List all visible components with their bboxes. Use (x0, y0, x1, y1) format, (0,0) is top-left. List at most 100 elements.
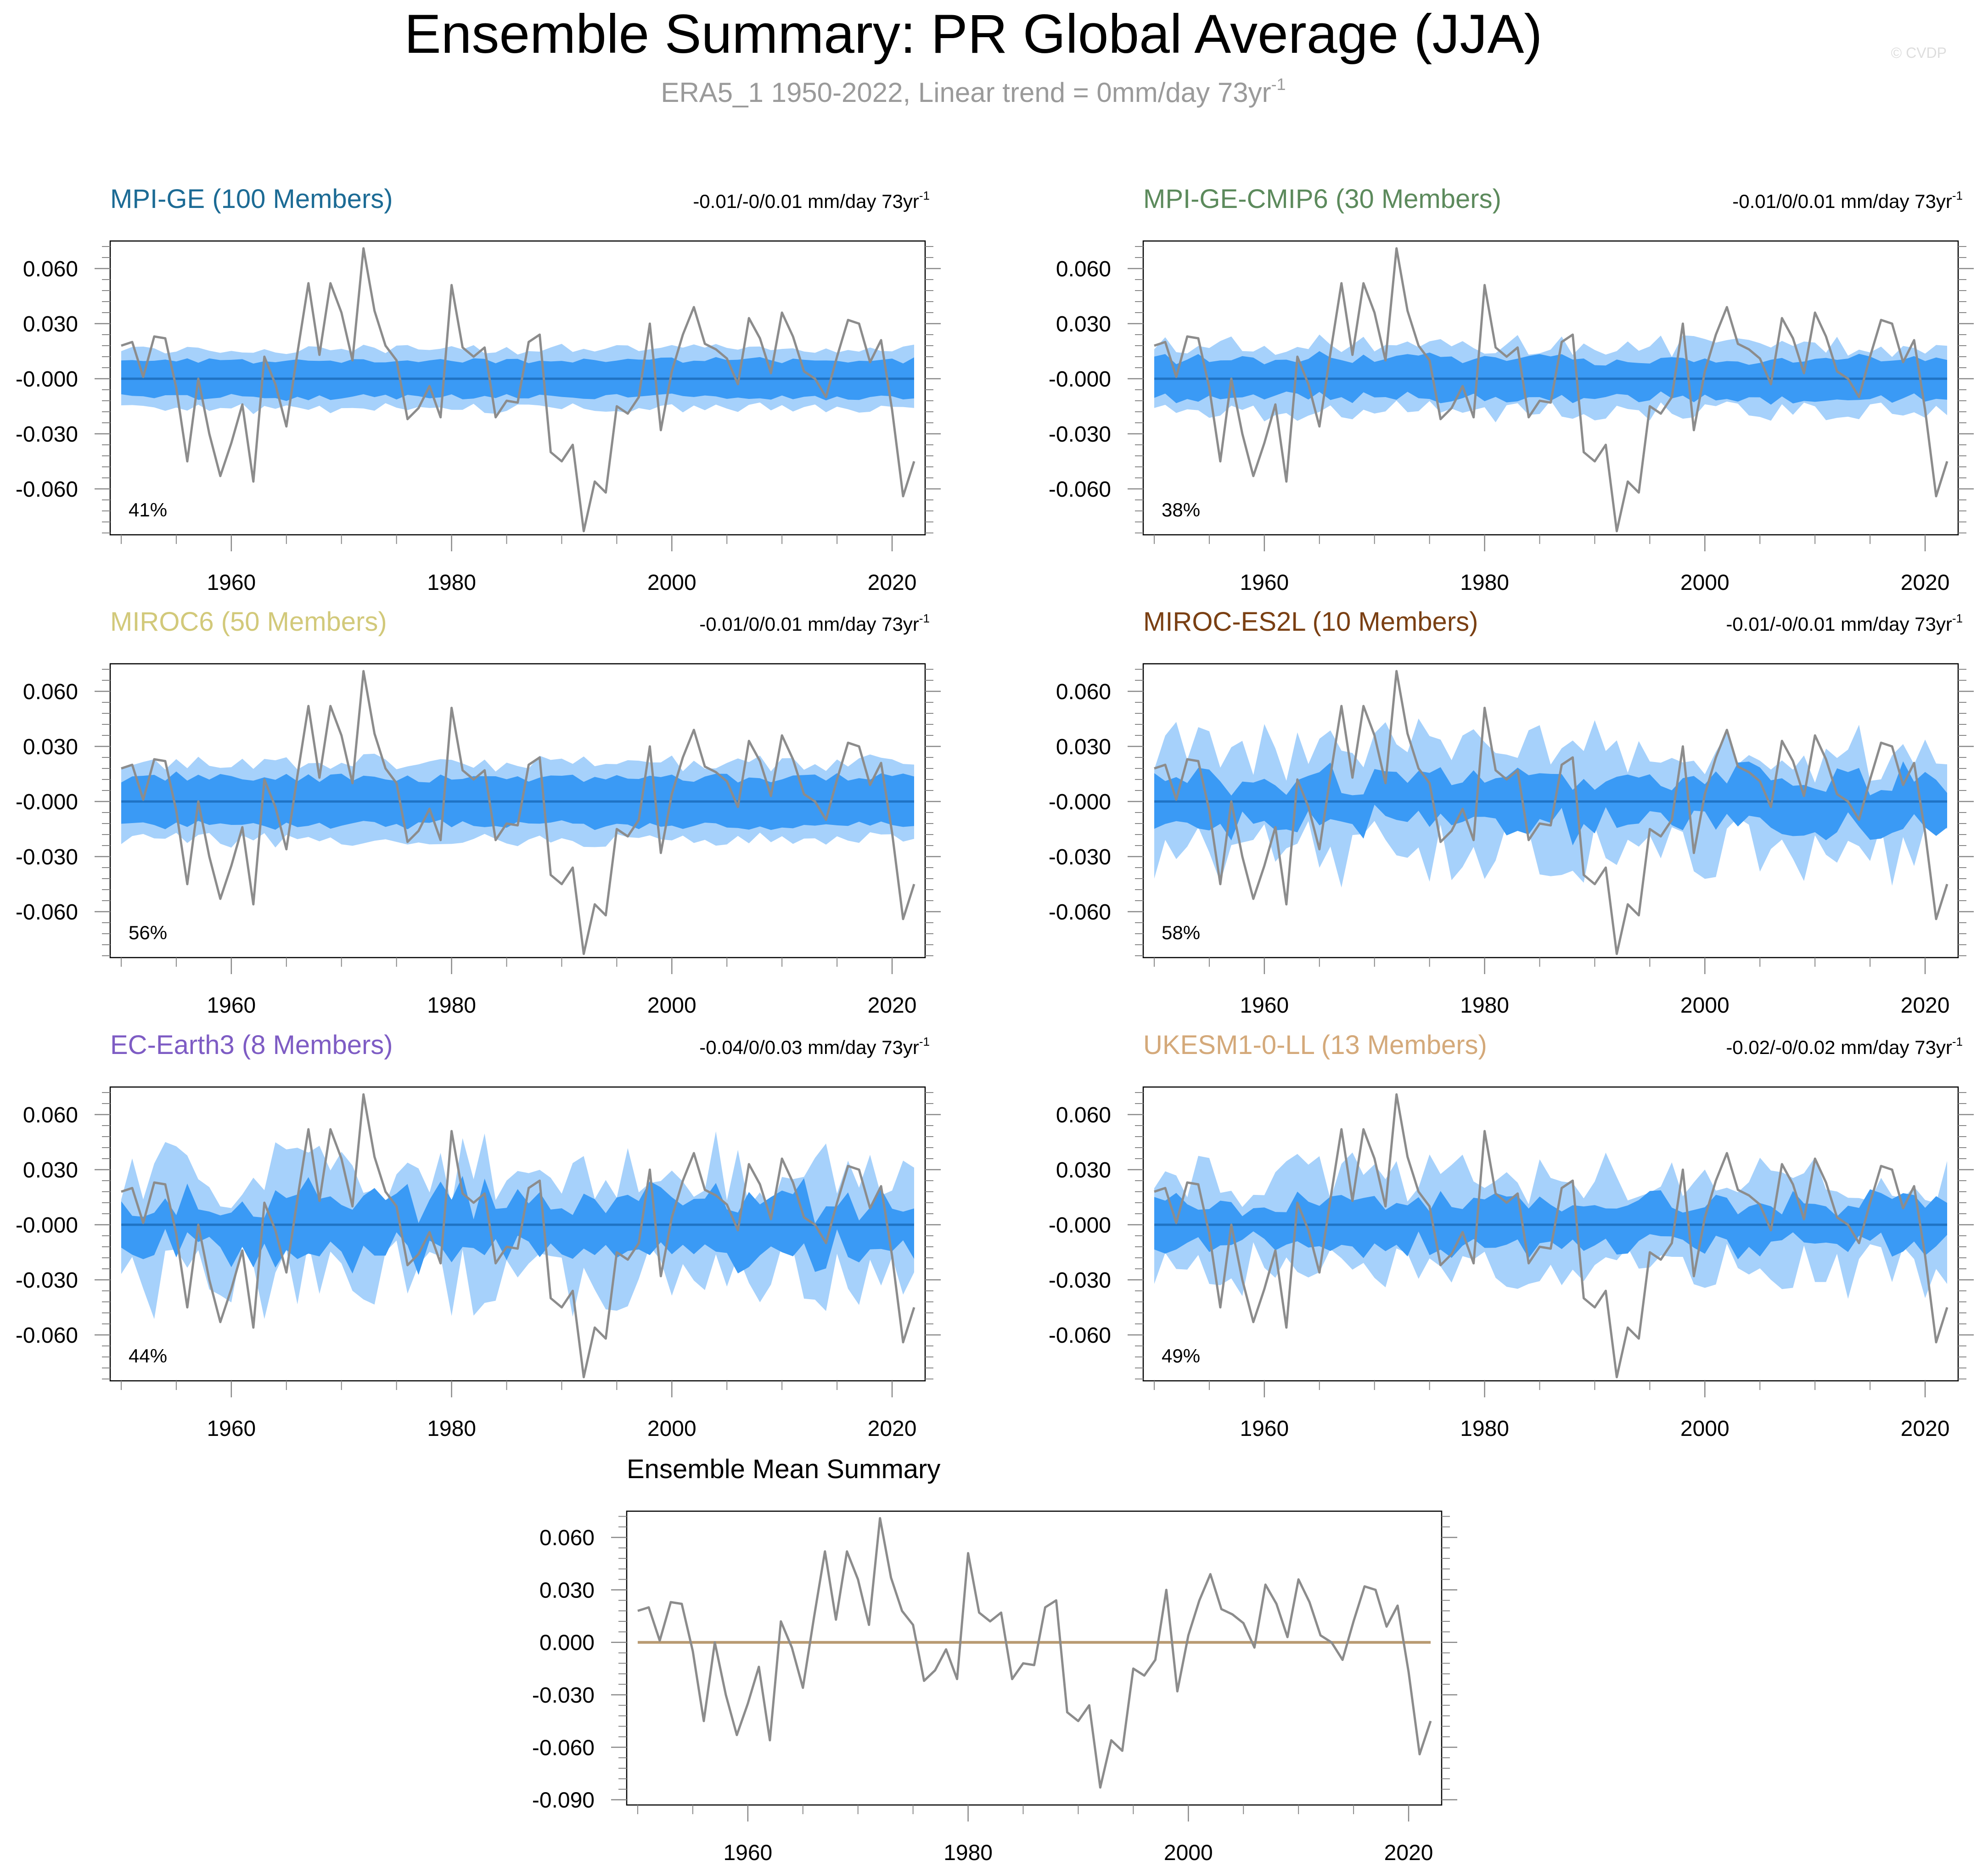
x-tick-label: 1960 (207, 993, 256, 1018)
x-axis-ticks (1153, 958, 1926, 974)
x-tick-label: 2000 (1164, 1841, 1213, 1865)
y-axis-ticks (1128, 669, 1974, 956)
y-tick-label: -0.030 (1049, 422, 1111, 447)
y-tick-label: 0.060 (1056, 1103, 1111, 1127)
observation-line (121, 1093, 915, 1379)
panel-trend-sup: -1 (919, 1035, 930, 1048)
panel-trend-label: -0.01/-0/0.01 mm/day 73yr-1 (1726, 611, 1963, 635)
y-tick-label: -0.030 (1049, 845, 1111, 869)
x-axis-ticks (120, 535, 893, 551)
y-tick-label: -0.060 (1049, 1323, 1111, 1348)
x-tick-label: 2000 (1680, 993, 1730, 1018)
panel-trend-sup: -1 (1952, 1035, 1963, 1048)
x-tick-label: 2020 (1384, 1841, 1433, 1865)
y-tick-label: -0.000 (1049, 1213, 1111, 1238)
panel-trend-text: -0.02/-0/0.02 mm/day 73yr (1726, 1037, 1952, 1058)
panel-trend-label: -0.01/0/0.01 mm/day 73yr-1 (1732, 189, 1963, 212)
figure-title: Ensemble Summary: PR Global Average (JJA… (404, 3, 1543, 65)
panel-trend-text: -0.01/0/0.01 mm/day 73yr (699, 613, 919, 635)
x-tick-label: 1960 (207, 571, 256, 595)
y-axis-ticks (95, 669, 941, 956)
plot-frame (1142, 240, 1959, 536)
y-tick-label: 0.030 (539, 1578, 595, 1603)
x-tick-label: 2020 (868, 993, 917, 1018)
panel-trend-label: -0.02/-0/0.02 mm/day 73yr-1 (1726, 1035, 1963, 1058)
panel-trend-label: -0.01/-0/0.01 mm/day 73yr-1 (693, 189, 930, 212)
panel-trend-text: -0.01/-0/0.01 mm/day 73yr (1726, 613, 1952, 635)
x-axis-ticks (120, 958, 893, 974)
y-axis-ticks (95, 246, 941, 533)
x-tick-label: 2020 (868, 1417, 917, 1441)
x-tick-label: 1960 (723, 1841, 772, 1865)
y-axis-ticks (611, 1516, 1457, 1800)
y-tick-label: 0.030 (1056, 1158, 1111, 1183)
y-axis-ticks (1128, 246, 1974, 533)
panel-title: MIROC6 (50 Members) (110, 607, 387, 637)
x-tick-label: 2000 (1680, 571, 1730, 595)
panel-percent-label: 56% (129, 922, 167, 943)
plot-frame (109, 663, 926, 958)
x-tick-label: 2000 (647, 1417, 696, 1441)
x-tick-label: 2000 (647, 993, 696, 1018)
x-tick-label: 1960 (1240, 571, 1289, 595)
figure-subtitle: ERA5_1 1950-2022, Linear trend = 0mm/day… (661, 75, 1286, 108)
panel-title: MPI-GE-CMIP6 (30 Members) (1143, 184, 1501, 214)
y-tick-label: -0.000 (16, 1213, 78, 1238)
y-tick-label: -0.060 (1049, 477, 1111, 502)
observation-line (121, 247, 915, 532)
x-tick-label: 1980 (427, 993, 476, 1018)
x-tick-label: 1980 (943, 1841, 993, 1865)
panel-mpi-ge-cmip6: 0.060 0.030 -0.000 -0.030 -0.060 1960 1980 2000… (1049, 184, 1974, 595)
y-tick-label: -0.060 (1049, 900, 1111, 925)
x-axis-ticks (637, 1805, 1410, 1822)
panel-miroc-es2l: 0.060 0.030 -0.000 -0.030 -0.060 1960 1980 2000… (1049, 607, 1974, 1018)
x-tick-label: 1980 (1460, 1417, 1509, 1441)
y-tick-label: -0.060 (16, 900, 78, 925)
ensemble-inner-band (1154, 761, 1948, 846)
x-tick-label: 2020 (1901, 571, 1950, 595)
panel-trend-sup: -1 (919, 189, 930, 202)
y-tick-label: -0.030 (16, 422, 78, 447)
panel-miroc6: 0.060 0.030 -0.000 -0.030 -0.060 1960 1980 2000… (16, 607, 941, 1018)
plot-area (121, 1093, 915, 1379)
plot-frame (1142, 663, 1959, 958)
panel-percent-label: 41% (129, 499, 167, 521)
panel-ec-earth3: 0.060 0.030 -0.000 -0.030 -0.060 1960 1980 2000… (16, 1030, 941, 1441)
panel-percent-label: 44% (129, 1345, 167, 1367)
panel-trend-sup: -1 (1952, 189, 1963, 202)
x-axis-ticks (1153, 1381, 1926, 1397)
y-tick-label: 0.000 (539, 1631, 595, 1655)
plot-area (637, 1517, 1432, 1789)
plot-frame (109, 240, 926, 536)
plot-area (1154, 670, 1949, 955)
y-tick-label: 0.030 (1056, 312, 1111, 336)
y-tick-label: 0.030 (23, 735, 78, 759)
y-tick-label: -0.060 (16, 477, 78, 502)
x-tick-label: 1960 (207, 1417, 256, 1441)
observation-line (1154, 670, 1949, 955)
x-tick-label: 2020 (868, 571, 917, 595)
panel-title: MPI-GE (100 Members) (110, 184, 393, 214)
y-tick-label: 0.060 (23, 1103, 78, 1127)
panel-percent-label: 38% (1162, 499, 1200, 521)
y-axis-ticks (1128, 1092, 1974, 1379)
x-tick-label: 1980 (1460, 993, 1509, 1018)
figure-subtitle-sup: -1 (1271, 75, 1286, 94)
panel-title: UKESM1-0-LL (13 Members) (1143, 1030, 1487, 1060)
figure-subtitle-main: ERA5_1 1950-2022, Linear trend = 0mm/day… (661, 77, 1271, 108)
observation-line (1154, 247, 1949, 532)
panel-percent-label: 58% (1162, 922, 1200, 943)
y-tick-label: 0.060 (23, 680, 78, 704)
x-tick-label: 2000 (1680, 1417, 1730, 1441)
y-tick-label: 0.060 (1056, 257, 1111, 281)
x-tick-label: 2020 (1901, 1417, 1950, 1441)
y-tick-label: -0.030 (16, 1268, 78, 1293)
x-tick-label: 1980 (427, 571, 476, 595)
panel-title: MIROC-ES2L (10 Members) (1143, 607, 1478, 637)
plot-frame (1142, 1086, 1959, 1382)
x-tick-label: 2020 (1901, 993, 1950, 1018)
plot-area (121, 670, 915, 955)
y-tick-label: -0.000 (1049, 790, 1111, 814)
x-tick-label: 1980 (427, 1417, 476, 1441)
